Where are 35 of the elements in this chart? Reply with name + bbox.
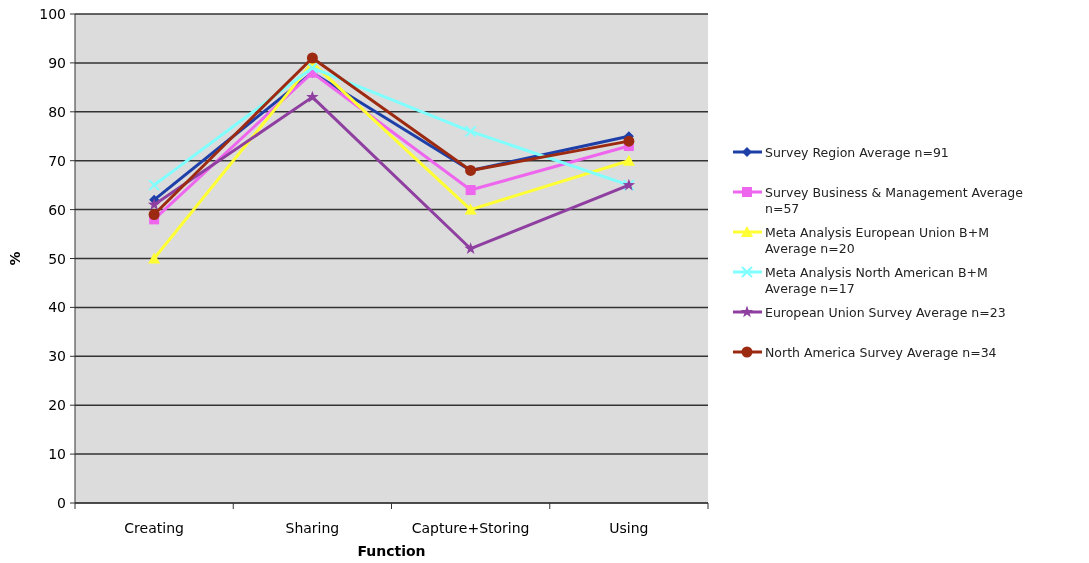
point: [623, 135, 635, 147]
y-tick-label: 30: [48, 348, 66, 365]
y-tick-label: 100: [39, 6, 66, 22]
legend-label: North America Survey Average n=34: [765, 345, 997, 360]
legend-label: Meta Analysis European Union B+M Average n=20: [765, 225, 989, 256]
y-tick-label: 60: [48, 201, 66, 218]
x-axis-title: Function: [357, 543, 426, 559]
point: [148, 179, 161, 192]
x-tick-label: Sharing: [285, 520, 340, 536]
legend-label: Survey Business & Management Average n=57: [765, 185, 1024, 216]
x-tick-label: Using: [609, 520, 649, 536]
y-tick-label: 10: [48, 446, 66, 463]
point: [464, 125, 477, 138]
x-tick-label: Creating: [124, 520, 184, 536]
y-tick-label: 90: [48, 54, 66, 71]
point: [464, 203, 477, 215]
point: [306, 61, 319, 74]
legend-label: Survey Region Average n=91: [765, 145, 949, 160]
point: [148, 252, 161, 264]
point: [622, 154, 635, 166]
y-tick-label: 20: [48, 397, 66, 414]
y-tick-label: 40: [48, 299, 66, 316]
y-tick-label: 80: [48, 103, 66, 120]
y-tick-label: 50: [48, 250, 66, 267]
y-tick-label: 70: [48, 152, 66, 169]
point: [147, 198, 161, 210]
point: [306, 90, 319, 103]
point: [306, 52, 318, 64]
y-tick-label: 0: [57, 495, 66, 511]
legend-label: Meta Analysis North American B+M Average n=17: [765, 265, 988, 296]
y-axis-title: %: [7, 251, 23, 266]
point: [148, 208, 160, 220]
x-tick-label: Capture+Storing: [411, 520, 530, 536]
point: [465, 185, 476, 196]
legend-label: European Union Survey Average n=23: [765, 305, 1006, 320]
